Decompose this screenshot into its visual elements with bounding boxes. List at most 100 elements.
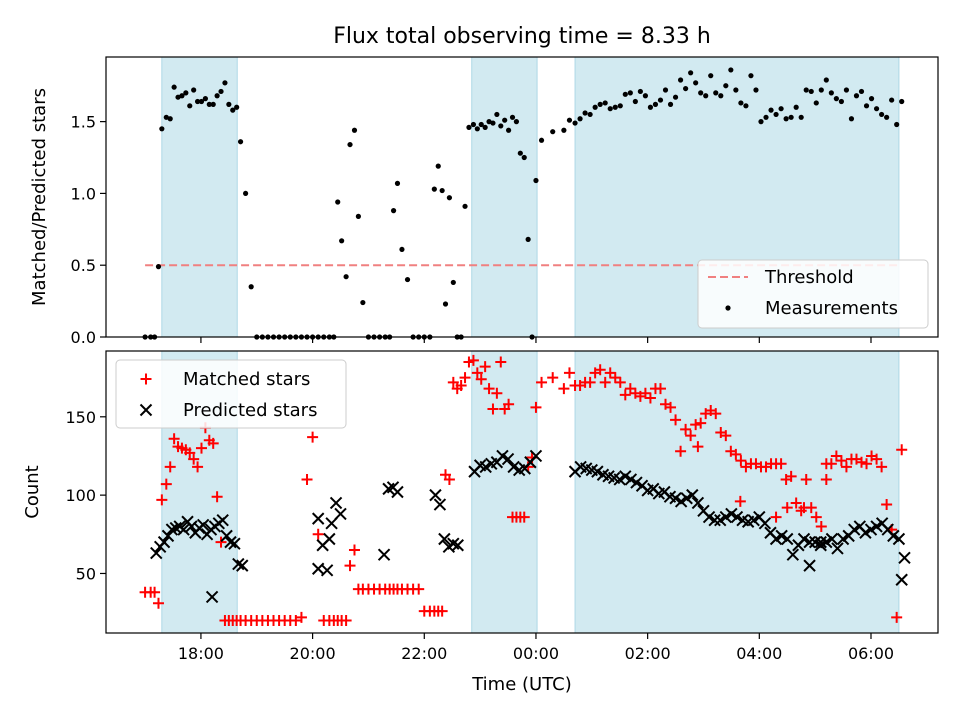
measurement-point: [431, 186, 437, 192]
measurement-point: [612, 104, 618, 110]
matched-star-point: [467, 354, 479, 366]
matched-star-point: [344, 560, 356, 572]
matched-star-point: [483, 383, 495, 395]
predicted-star-point: [708, 513, 721, 527]
predicted-star-point: [232, 557, 245, 571]
measurement-point: [466, 124, 472, 130]
measurement-point: [474, 126, 480, 132]
predicted-star-point: [157, 535, 171, 549]
matched-star-point: [775, 458, 787, 470]
measurement-point: [723, 83, 729, 89]
matched-star-point: [443, 473, 455, 485]
matched-star-point: [619, 389, 631, 401]
bottom-y-axis-label: Count: [22, 465, 43, 518]
measurement-point: [521, 154, 527, 161]
matched-star-point: [609, 372, 621, 384]
measurement-point: [863, 103, 870, 109]
predicted-star-point: [165, 523, 179, 536]
matched-star-point: [891, 611, 903, 623]
measurement-point: [743, 103, 749, 109]
matched-star-point: [301, 473, 313, 485]
legend-matched-swatch: [140, 373, 152, 385]
matched-star-point: [680, 423, 692, 435]
measurement-point: [163, 114, 169, 120]
matched-star-point: [152, 597, 164, 609]
matched-star-point: [536, 376, 548, 388]
measurement-point: [347, 141, 353, 148]
measurement-point: [718, 93, 724, 99]
matched-star-point: [840, 461, 852, 473]
measurement-point: [748, 73, 754, 79]
matched-star-point: [436, 605, 448, 617]
predicted-star-point: [501, 452, 515, 466]
measurement-point: [360, 299, 366, 306]
matched-star-point: [790, 497, 802, 509]
measurement-point: [222, 80, 228, 86]
measurement-point: [763, 114, 769, 120]
legend-measurement-label: Measurements: [765, 298, 898, 319]
matched-star-point: [447, 376, 459, 388]
matched-star-point: [735, 455, 747, 467]
matched-star-point: [479, 361, 491, 373]
measurement-point: [218, 88, 224, 95]
measurement-point: [672, 94, 679, 100]
measurement-point: [191, 87, 197, 93]
measurement-point: [607, 106, 613, 112]
measurement-point: [677, 77, 684, 83]
predicted-star-point: [216, 513, 229, 527]
matched-star-point: [471, 367, 483, 379]
matched-star-point: [164, 461, 176, 473]
measurement-point: [889, 97, 895, 103]
measurement-point: [884, 114, 890, 120]
measurement-point: [355, 213, 361, 219]
measurement-point: [738, 100, 744, 106]
measurement-point: [582, 110, 588, 116]
y-tick-label: 0.5: [71, 256, 96, 275]
matched-star-point: [690, 419, 702, 431]
x-tick-label: 00:00: [513, 644, 559, 663]
measurement-point: [657, 97, 664, 103]
predicted-star-point: [334, 507, 347, 521]
matched-star-point: [800, 473, 812, 485]
bottom-legend: Matched stars Predicted stars: [115, 359, 347, 429]
bottom-panel: 50 100 150 18:00 20:00 22:00 00:00 02:00 04:00 0…: [22, 351, 939, 663]
measurement-point: [703, 93, 709, 99]
matched-star-point: [654, 383, 666, 395]
measurement-point: [513, 119, 520, 125]
measurement-point: [206, 101, 212, 107]
matched-star-point: [563, 367, 575, 379]
x-tick-label: 06:00: [848, 644, 894, 663]
measurement-point: [733, 87, 739, 93]
matched-star-point: [820, 458, 832, 470]
matched-star-point: [211, 491, 223, 503]
predicted-star-point: [429, 488, 442, 502]
legend-matched-label: Matched stars: [183, 369, 310, 390]
matched-star-point: [876, 461, 888, 473]
measurement-point: [234, 104, 240, 110]
predicted-star-point: [831, 542, 844, 555]
measurement-point: [538, 137, 545, 143]
predicted-star-point: [433, 498, 447, 511]
predicted-star-point: [825, 532, 839, 546]
matched-star-point: [295, 611, 307, 623]
matched-star-point: [770, 511, 782, 523]
measurement-point: [798, 114, 804, 120]
matched-star-point: [495, 356, 507, 368]
matched-star-point: [594, 364, 606, 376]
matched-star-point: [547, 372, 559, 384]
matched-star-point: [810, 511, 822, 523]
predicted-star-point: [228, 537, 241, 550]
measurement-point: [693, 80, 699, 86]
measurement-point: [828, 90, 834, 96]
measurement-point: [482, 124, 488, 130]
measurement-point: [768, 107, 774, 113]
x-tick-label: 20:00: [290, 644, 336, 663]
matched-star-point: [413, 583, 425, 595]
predicted-star-point: [892, 532, 906, 546]
measurement-point: [566, 117, 573, 123]
measurement-point: [577, 116, 583, 122]
matched-star-point: [195, 442, 207, 454]
matched-star-point: [710, 408, 722, 420]
measurement-point: [561, 127, 567, 133]
predicted-star-point: [529, 449, 543, 463]
